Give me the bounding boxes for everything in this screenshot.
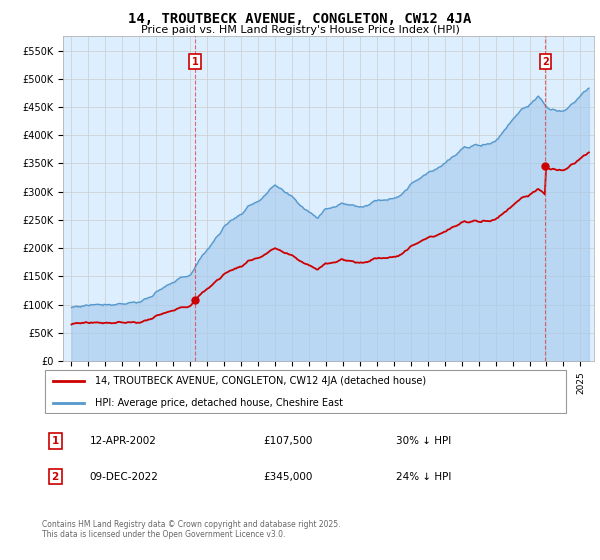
- Text: 14, TROUTBECK AVENUE, CONGLETON, CW12 4JA: 14, TROUTBECK AVENUE, CONGLETON, CW12 4J…: [128, 12, 472, 26]
- Text: Price paid vs. HM Land Registry's House Price Index (HPI): Price paid vs. HM Land Registry's House …: [140, 25, 460, 35]
- Text: HPI: Average price, detached house, Cheshire East: HPI: Average price, detached house, Ches…: [95, 398, 343, 408]
- Text: 14, TROUTBECK AVENUE, CONGLETON, CW12 4JA (detached house): 14, TROUTBECK AVENUE, CONGLETON, CW12 4J…: [95, 376, 426, 386]
- Text: £107,500: £107,500: [264, 436, 313, 446]
- Text: 1: 1: [52, 436, 59, 446]
- Text: 2: 2: [52, 472, 59, 482]
- Text: 2: 2: [542, 57, 549, 67]
- Text: 24% ↓ HPI: 24% ↓ HPI: [396, 472, 451, 482]
- FancyBboxPatch shape: [44, 370, 566, 413]
- Text: 1: 1: [191, 57, 199, 67]
- Text: £345,000: £345,000: [264, 472, 313, 482]
- Text: 30% ↓ HPI: 30% ↓ HPI: [396, 436, 451, 446]
- Text: 09-DEC-2022: 09-DEC-2022: [89, 472, 158, 482]
- Text: Contains HM Land Registry data © Crown copyright and database right 2025.
This d: Contains HM Land Registry data © Crown c…: [42, 520, 341, 539]
- Text: 12-APR-2002: 12-APR-2002: [89, 436, 157, 446]
